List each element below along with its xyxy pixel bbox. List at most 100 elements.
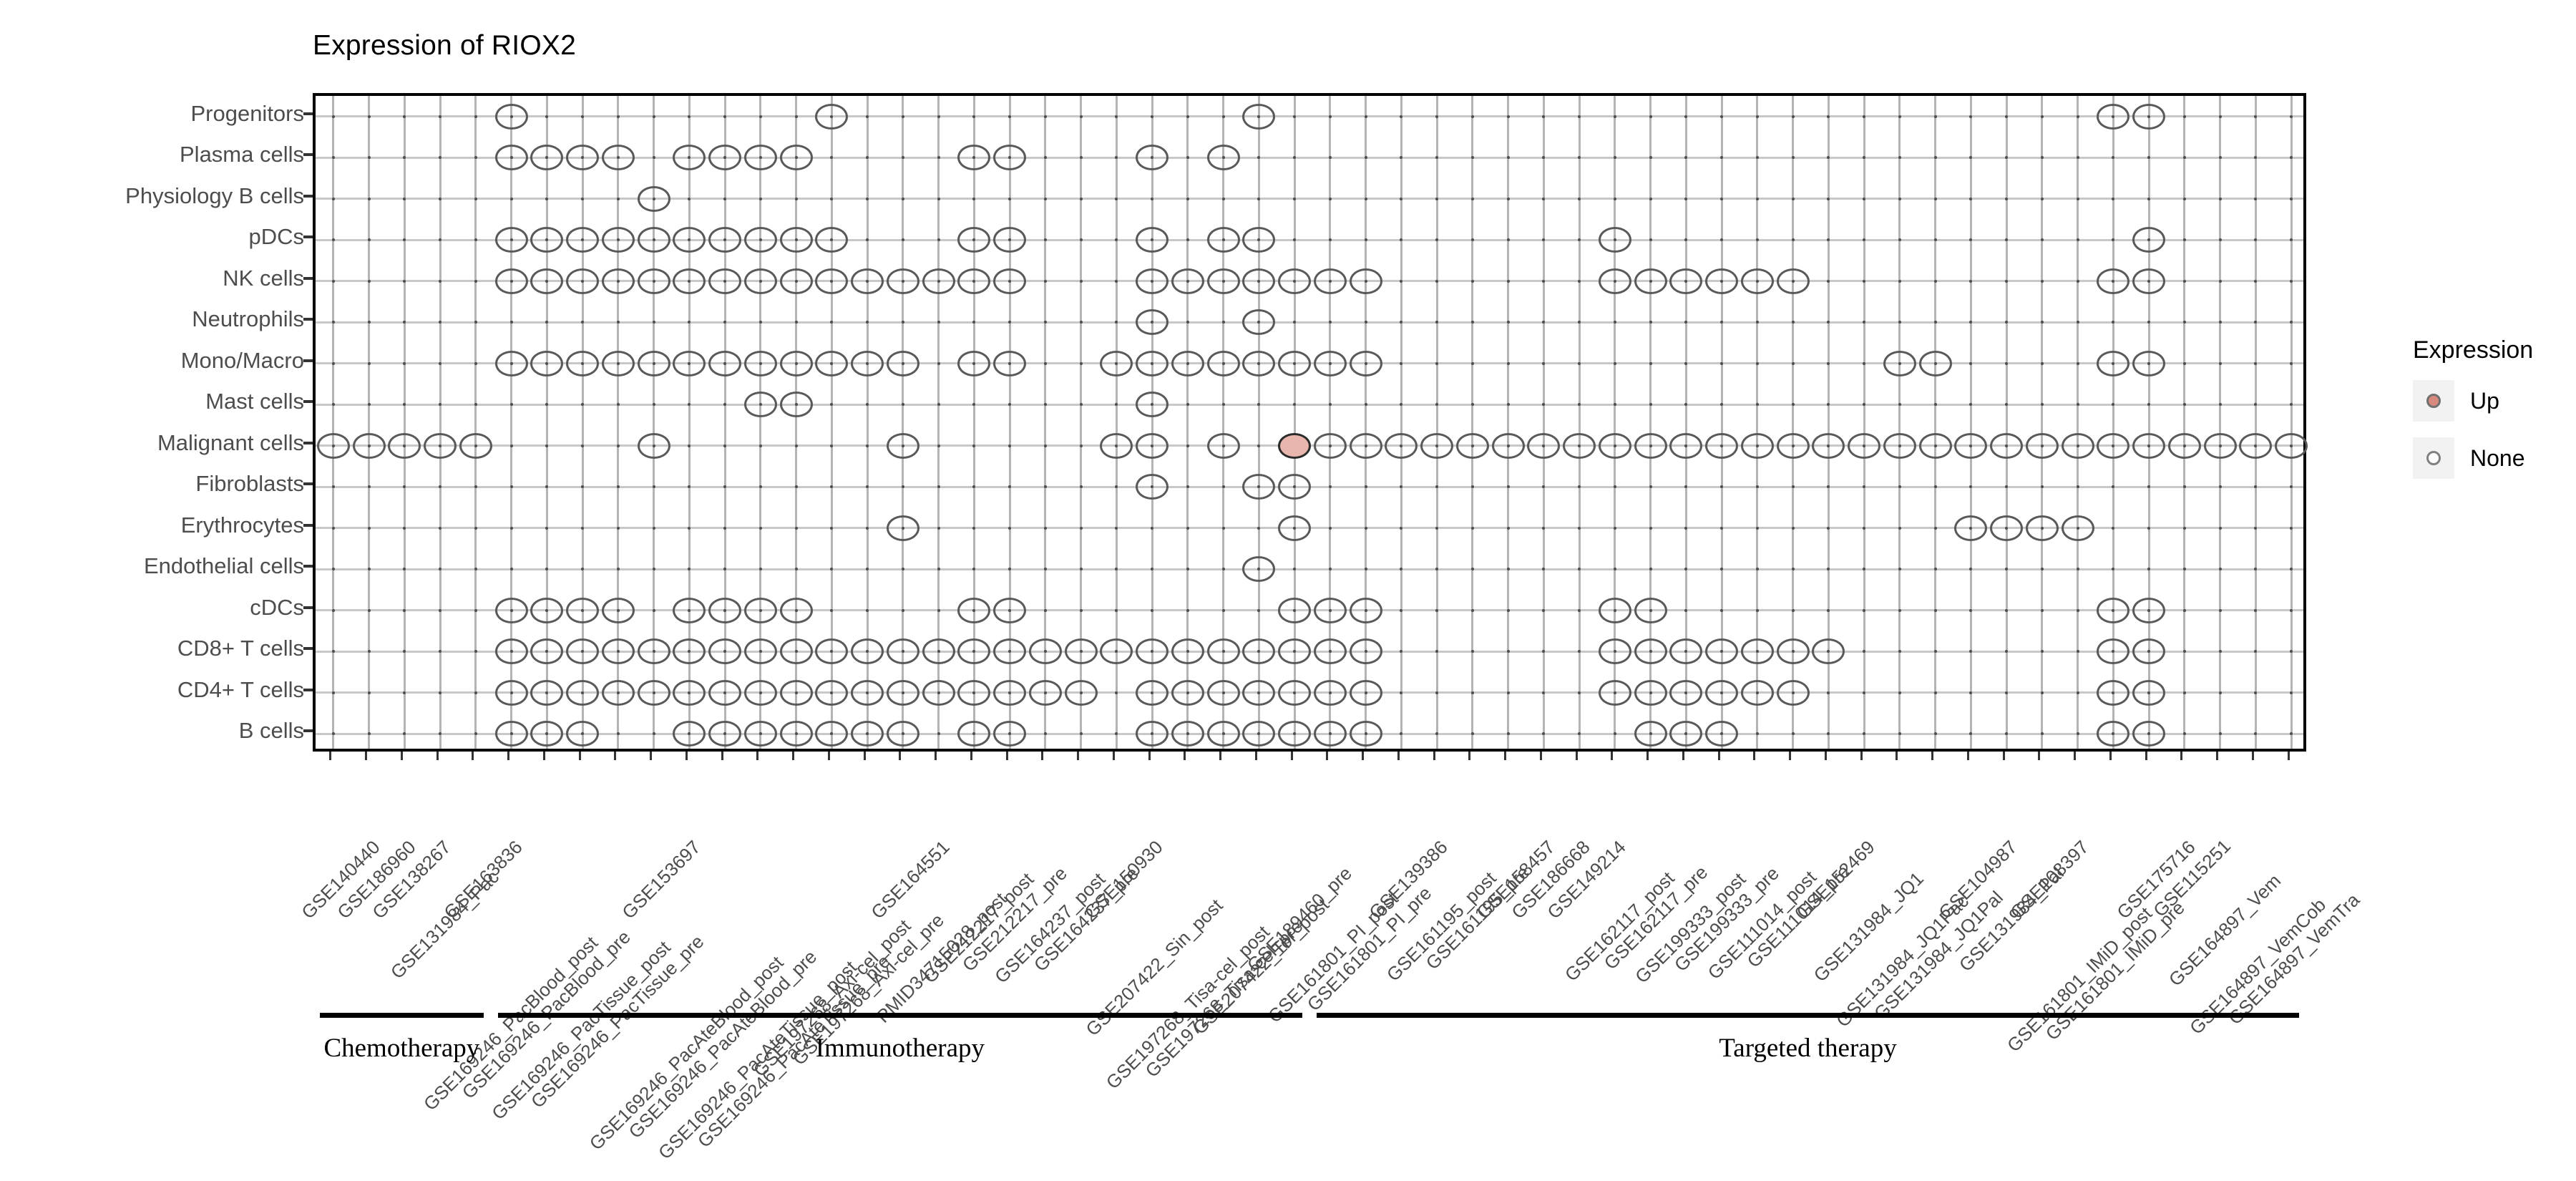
expression-dot-none[interactable] <box>1740 679 1774 706</box>
expression-dot-none[interactable] <box>1598 268 1631 294</box>
expression-dot-none[interactable] <box>1634 679 1667 706</box>
expression-dot-none[interactable] <box>743 350 777 376</box>
expression-dot-none[interactable] <box>957 268 991 294</box>
expression-dot-none[interactable] <box>2132 597 2166 623</box>
expression-dot-none[interactable] <box>1634 638 1667 665</box>
expression-dot-none[interactable] <box>1669 679 1703 706</box>
expression-dot-none[interactable] <box>1206 350 1240 376</box>
expression-dot-none[interactable] <box>957 145 991 171</box>
expression-dot-none[interactable] <box>1385 432 1418 459</box>
expression-dot-none[interactable] <box>601 679 635 706</box>
expression-dot-none[interactable] <box>957 638 991 665</box>
expression-dot-none[interactable] <box>1491 432 1525 459</box>
expression-dot-none[interactable] <box>2239 432 2273 459</box>
expression-dot-none[interactable] <box>1740 638 1774 665</box>
expression-dot-none[interactable] <box>1242 638 1276 665</box>
expression-dot-none[interactable] <box>601 350 635 376</box>
expression-dot-none[interactable] <box>886 515 919 541</box>
expression-dot-none[interactable] <box>673 721 706 747</box>
expression-dot-none[interactable] <box>1918 350 1952 376</box>
expression-dot-none[interactable] <box>886 350 919 376</box>
expression-dot-none[interactable] <box>957 679 991 706</box>
expression-dot-none[interactable] <box>2132 721 2166 747</box>
expression-dot-none[interactable] <box>1349 350 1382 376</box>
expression-dot-none[interactable] <box>1136 638 1169 665</box>
expression-dot-none[interactable] <box>601 227 635 253</box>
expression-dot-none[interactable] <box>922 268 955 294</box>
expression-dot-none[interactable] <box>1776 679 1810 706</box>
expression-dot-none[interactable] <box>1171 679 1204 706</box>
expression-dot-none[interactable] <box>2097 597 2130 623</box>
expression-dot-none[interactable] <box>743 721 777 747</box>
expression-dot-none[interactable] <box>779 679 813 706</box>
expression-dot-none[interactable] <box>815 638 849 665</box>
expression-dot-none[interactable] <box>1598 679 1631 706</box>
expression-dot-none[interactable] <box>1349 268 1382 294</box>
expression-dot-none[interactable] <box>673 350 706 376</box>
expression-dot-none[interactable] <box>530 268 564 294</box>
expression-dot-none[interactable] <box>2097 268 2130 294</box>
expression-dot-none[interactable] <box>566 638 600 665</box>
expression-dot-none[interactable] <box>1206 638 1240 665</box>
expression-dot-none[interactable] <box>1420 432 1454 459</box>
expression-dot-none[interactable] <box>1136 350 1169 376</box>
expression-dot-none[interactable] <box>779 268 813 294</box>
expression-dot-none[interactable] <box>2097 638 2130 665</box>
expression-dot-none[interactable] <box>1598 432 1631 459</box>
expression-dot-none[interactable] <box>1705 268 1739 294</box>
expression-dot-none[interactable] <box>566 268 600 294</box>
expression-dot-none[interactable] <box>1598 597 1631 623</box>
expression-dot-none[interactable] <box>1669 268 1703 294</box>
expression-dot-none[interactable] <box>1206 721 1240 747</box>
expression-dot-none[interactable] <box>1883 432 1916 459</box>
expression-dot-none[interactable] <box>1313 679 1347 706</box>
expression-dot-none[interactable] <box>2132 268 2166 294</box>
expression-dot-none[interactable] <box>388 432 421 459</box>
expression-dot-none[interactable] <box>1705 638 1739 665</box>
expression-dot-none[interactable] <box>851 721 884 747</box>
expression-dot-none[interactable] <box>673 268 706 294</box>
expression-dot-none[interactable] <box>2025 432 2059 459</box>
expression-dot-none[interactable] <box>708 721 742 747</box>
expression-dot-none[interactable] <box>1705 432 1739 459</box>
expression-dot-none[interactable] <box>1171 350 1204 376</box>
expression-dot-none[interactable] <box>530 227 564 253</box>
expression-dot-none[interactable] <box>2132 350 2166 376</box>
expression-dot-none[interactable] <box>566 597 600 623</box>
expression-dot-none[interactable] <box>743 597 777 623</box>
expression-dot-none[interactable] <box>1064 679 1098 706</box>
expression-dot-none[interactable] <box>673 679 706 706</box>
expression-dot-none[interactable] <box>1242 103 1276 130</box>
expression-dot-none[interactable] <box>1278 474 1312 500</box>
expression-dot-none[interactable] <box>601 268 635 294</box>
expression-dot-none[interactable] <box>1848 432 1881 459</box>
expression-dot-none[interactable] <box>708 638 742 665</box>
expression-dot-none[interactable] <box>708 268 742 294</box>
expression-dot-none[interactable] <box>1313 268 1347 294</box>
expression-dot-none[interactable] <box>2167 432 2201 459</box>
expression-dot-none[interactable] <box>851 638 884 665</box>
expression-dot-none[interactable] <box>708 145 742 171</box>
expression-dot-none[interactable] <box>1242 309 1276 336</box>
expression-dot-none[interactable] <box>352 432 386 459</box>
expression-dot-none[interactable] <box>993 721 1027 747</box>
expression-dot-none[interactable] <box>637 432 670 459</box>
expression-dot-none[interactable] <box>1100 638 1133 665</box>
expression-dot-none[interactable] <box>1990 432 2024 459</box>
expression-dot-none[interactable] <box>1313 721 1347 747</box>
expression-dot-none[interactable] <box>494 597 528 623</box>
expression-dot-none[interactable] <box>1278 679 1312 706</box>
expression-dot-none[interactable] <box>1171 721 1204 747</box>
expression-dot-none[interactable] <box>494 721 528 747</box>
expression-dot-none[interactable] <box>2097 721 2130 747</box>
expression-dot-none[interactable] <box>922 679 955 706</box>
expression-dot-none[interactable] <box>886 432 919 459</box>
expression-dot-none[interactable] <box>1206 227 1240 253</box>
expression-dot-none[interactable] <box>673 227 706 253</box>
expression-dot-none[interactable] <box>1705 679 1739 706</box>
expression-dot-none[interactable] <box>2132 432 2166 459</box>
expression-dot-none[interactable] <box>673 145 706 171</box>
expression-dot-none[interactable] <box>743 268 777 294</box>
expression-dot-none[interactable] <box>708 679 742 706</box>
expression-dot-none[interactable] <box>779 638 813 665</box>
